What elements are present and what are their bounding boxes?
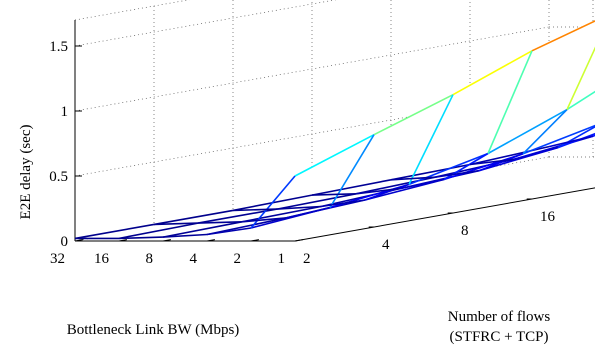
flow-tick-label: 16 [540,209,556,225]
surface-edge [522,124,595,155]
surface-patch [409,50,532,185]
z-gridline [74,0,337,47]
surface-edge [513,146,559,161]
surface-edge [241,205,322,223]
surface-edge [355,187,401,195]
surface-edge [311,179,392,196]
surface-edge [250,175,296,229]
bw-tick-mark [206,239,215,242]
surface-edge [294,133,375,177]
bw-tick-mark [74,239,83,242]
surface-patch [523,91,595,154]
surface-edge [557,132,595,149]
bw-tick-mark [118,239,127,242]
surface-edge [74,223,155,240]
surface-edge [285,206,331,219]
bw-tick-label: 4 [190,251,198,267]
flow-tick-label: 4 [382,237,390,253]
surface-edge [390,176,436,181]
surface-edge [390,163,471,181]
surface-edge [399,178,445,190]
surface-edge [232,208,278,212]
flow-tick-label: 2 [303,251,311,267]
surface-edge [434,169,480,178]
z-tick-label: 1 [61,104,69,120]
surface-patch [330,94,453,208]
surface-edge [487,50,533,154]
surface-patch [154,209,277,225]
z-tick-label: 0 [61,234,69,250]
tick-labels: 00.511.532168421248163264128 [49,39,556,267]
z-tick-label: 1.5 [49,39,68,55]
surface-edge [162,233,208,238]
surface-edge [162,221,243,238]
surface-edge [364,183,410,201]
bw-tick-label: 2 [234,251,242,267]
y-axis-label-line2: (STFRC + TCP) [449,329,548,345]
z-axis-label: E2E delay (sec) [18,125,34,220]
surface-edge [153,209,234,226]
bw-tick-label: 1 [278,251,286,267]
surface-patch [119,221,242,239]
surface-edge [153,222,199,226]
surface-edge [522,109,568,155]
y-axis-label-line1: Number of flows [448,309,551,325]
surface-edge [118,222,199,240]
flow-tick-label: 8 [461,223,469,239]
surface-edge [478,153,524,172]
surface-patch [75,223,198,239]
surface-edge [118,236,164,240]
surface-edge [531,20,595,52]
surface-edge [548,135,594,148]
surface-edge [408,152,489,186]
surface-edge [566,90,595,111]
bw-tick-mark [294,239,303,242]
surface-edge [329,134,375,208]
x-axis-label: Bottleneck Link BW (Mbps) [67,322,240,338]
surface-edge [311,193,357,196]
surface-edge [197,221,243,224]
bw-tick-mark [162,239,171,242]
surface-edge [320,199,366,208]
z-tick-label: 0.5 [49,169,68,185]
surface-patch [251,134,374,228]
z-gridline [74,26,550,112]
surface-edge [487,108,568,155]
surface-edge [452,50,533,96]
surface-edge [276,193,357,210]
surface-patch [488,20,595,154]
surface-edge [566,46,595,110]
surface-edge [206,217,287,236]
bw-tick-label: 16 [94,251,110,267]
surface-edge [408,94,454,185]
surface-edge [469,158,515,166]
surface-edge [373,93,454,136]
surface-edge [197,208,278,224]
surface-edge [241,217,287,223]
surface-mesh [74,20,595,240]
bw-tick-label: 32 [50,251,65,267]
surface-edge [206,227,252,236]
bw-tick-label: 8 [146,251,154,267]
bw-tick-mark [250,239,259,242]
surface-edge [276,205,322,210]
